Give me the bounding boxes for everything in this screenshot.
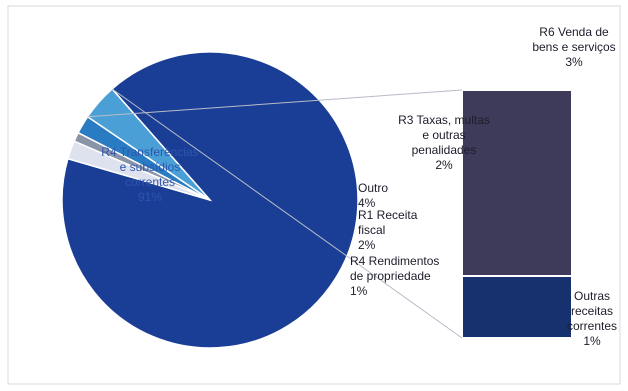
bar-label-1: Outras receitas correntes 1%	[567, 289, 617, 348]
pie-label-3: R4 Rendimentos de propriedade 1%	[350, 254, 439, 298]
connector-line-bottom	[111, 88, 463, 339]
pie-slice-4	[66, 140, 211, 201]
connector-line-top	[87, 89, 463, 118]
bar-label-0: R6 Venda de bens e serviços 3%	[532, 25, 615, 69]
bar-segment-0	[461, 89, 573, 277]
pie-label-1: Outro 4%	[358, 181, 388, 210]
pie-label-0: R4 Transferências e subsídios correntes 91%	[101, 145, 198, 204]
pie-label-4: R3 Taxas, multas e outras penalidades 2%	[398, 113, 490, 172]
bar-segment-1	[461, 275, 573, 339]
pie-label-2: R1 Receita fiscal 2%	[358, 208, 418, 252]
